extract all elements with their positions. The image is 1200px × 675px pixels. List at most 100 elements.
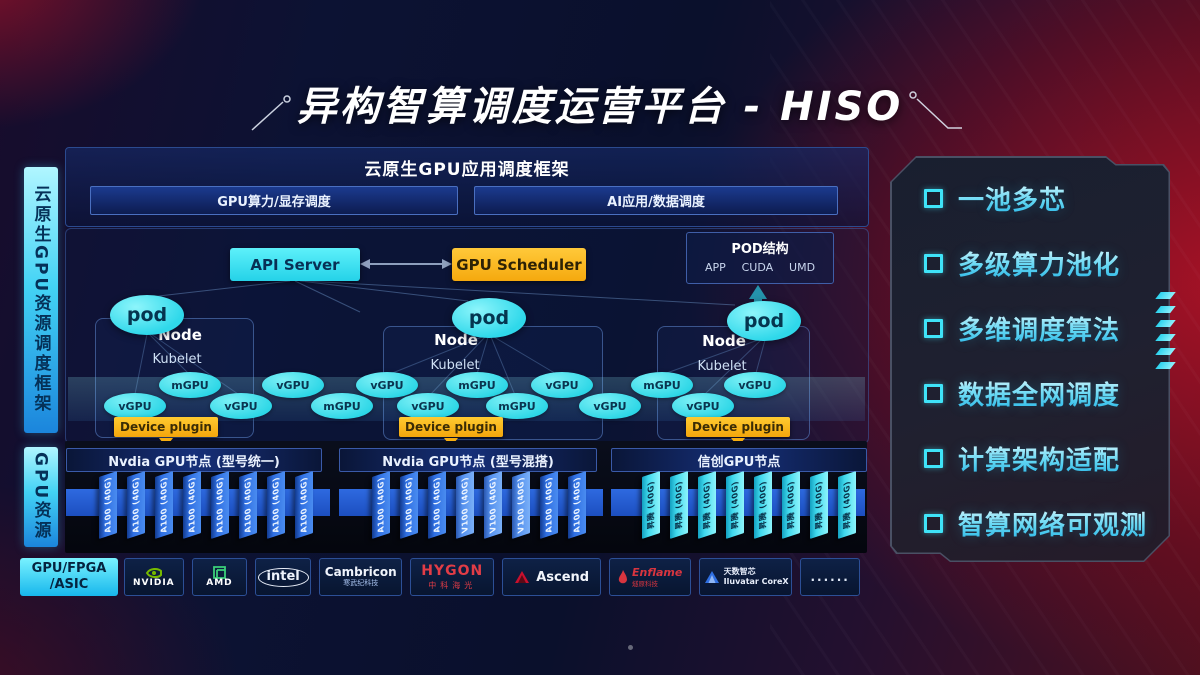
pod-ellipse: pod <box>110 295 184 335</box>
pod-ellipse: pod <box>727 301 801 341</box>
gpu-card: 昇腾 (40G) <box>754 471 772 539</box>
gpu-card: A100 (40G) <box>267 471 285 539</box>
gpu-node-label-xinchuang: 信创GPU节点 <box>611 448 867 472</box>
gpu-ellipse: vGPU <box>672 393 734 419</box>
ascend-triangle-icon <box>515 571 530 583</box>
gpu-ellipse: mGPU <box>446 372 508 398</box>
gpu-card: A100 (40G) <box>211 471 229 539</box>
gpu-card: 昇腾 (40G) <box>642 471 660 539</box>
device-plugin-box: Device plugin <box>114 417 218 437</box>
more-vendors-tile: ...... <box>800 558 860 596</box>
app-frame-title: 云原生GPU应用调度框架 <box>364 160 570 180</box>
enflame-flame-icon <box>618 569 627 583</box>
gpu-card: A100 (40G) <box>183 471 201 539</box>
gpu-card: A100 (40G) <box>428 471 446 539</box>
square-bullet-icon <box>924 383 943 403</box>
gpu-card-stack-3: 昇腾 (40G) 昇腾 (40G) 昇腾 (40G) 昇腾 (40G) 昇腾 (… <box>642 471 856 539</box>
gpu-node-label-mixed: Nvdia GPU节点 (型号混搭) <box>339 448 597 472</box>
gpu-card: 昇腾 (40G) <box>782 471 800 539</box>
gpu-ellipse: vGPU <box>210 393 272 419</box>
gpu-fpga-asic-label: GPU/FPGA /ASIC <box>20 558 118 596</box>
feature-item: 多级算力池化 <box>924 249 1156 281</box>
slash-decoration <box>1155 334 1176 341</box>
gpu-node-label-uniform: Nvdia GPU节点 (型号统一) <box>66 448 322 472</box>
gpu-card: A100 (40G) <box>540 471 558 539</box>
kubelet-label: Kubelet <box>697 359 747 374</box>
pod-structure-box: POD结构 APP CUDA UMD <box>686 232 834 284</box>
gpu-ellipse: vGPU <box>531 372 593 398</box>
pod-layer-cuda: CUDA <box>741 261 774 274</box>
enflame-logo: Enflame 燧原科技 <box>609 558 691 596</box>
gpu-scheduler-box: GPU Scheduler <box>452 248 586 281</box>
vendor-logo-row: NVIDIA AMD intel Cambricon 寒武纪科技 HYGON 中… <box>124 558 860 596</box>
gpu-card: 昇腾 (40G) <box>726 471 744 539</box>
page-title: 异构智算调度运营平台 - HISO <box>296 84 904 130</box>
gpu-card: A100 (40G) <box>99 471 117 539</box>
pod-layer-umd: UMD <box>789 261 816 274</box>
gpu-card: 昇腾 (40G) <box>698 471 716 539</box>
pod-structure-title: POD结构 <box>731 242 789 257</box>
gpu-ellipse: mGPU <box>486 393 548 419</box>
gpu-card: 昇腾 (40G) <box>810 471 828 539</box>
gpu-ellipse: vGPU <box>262 372 324 398</box>
gpu-card: A100 (40G) <box>568 471 586 539</box>
gpu-ellipse: vGPU <box>104 393 166 419</box>
square-bullet-icon <box>924 513 943 533</box>
feature-item: 多维调度算法 <box>924 314 1156 346</box>
gpu-ellipse: vGPU <box>579 393 641 419</box>
gpu-ellipse: mGPU <box>311 393 373 419</box>
gpu-card: V100 (40G) <box>484 471 502 539</box>
gpu-card: A100 (40G) <box>155 471 173 539</box>
gpu-card: A100 (40G) <box>239 471 257 539</box>
feature-item: 智算网络可观测 <box>924 509 1156 541</box>
amd-logo: AMD <box>191 558 248 596</box>
feature-item: 计算架构适配 <box>924 444 1156 476</box>
device-plugin-box: Device plugin <box>399 417 503 437</box>
gpu-card: A100 (40G) <box>295 471 313 539</box>
square-bullet-icon <box>924 448 943 468</box>
gpu-card: V100 (40G) <box>456 471 474 539</box>
amd-arrow-icon <box>213 566 226 579</box>
gpu-ellipse: vGPU <box>356 372 418 398</box>
gpu-card: A100 (40G) <box>372 471 390 539</box>
square-bullet-icon <box>924 318 943 338</box>
pod-ellipse: pod <box>452 298 526 338</box>
gpu-card: 昇腾 (40G) <box>838 471 856 539</box>
node-label: Node <box>434 331 478 349</box>
gpu-card: 昇腾 (40G) <box>670 471 688 539</box>
bottom-dot-decoration <box>628 645 633 650</box>
intel-logo: intel <box>255 558 311 596</box>
square-bullet-icon <box>924 188 943 208</box>
rail-gpu-resources: GPU资源 <box>24 447 58 547</box>
gpu-card-stack-2: A100 (40G) A100 (40G) A100 (40G) V100 (4… <box>372 471 586 539</box>
device-plugin-box: Device plugin <box>686 417 790 437</box>
kubelet-label: Kubelet <box>152 352 202 367</box>
ascend-logo: Ascend <box>501 558 602 596</box>
gpu-ellipse: vGPU <box>724 372 786 398</box>
iluvatar-triangle-icon <box>704 570 719 583</box>
pod-layer-app: APP <box>704 261 726 274</box>
gpu-ellipse: mGPU <box>631 372 693 398</box>
iluvatar-logo: 天数智芯 Iluvatar CoreX <box>698 558 793 596</box>
slash-decoration <box>1155 348 1176 355</box>
feature-panel <box>890 156 1170 562</box>
hygon-logo: HYGON 中科海光 <box>410 558 494 596</box>
ai-app-data-scheduling-bar: AI应用/数据调度 <box>474 186 838 215</box>
gpu-ellipse: vGPU <box>397 393 459 419</box>
slash-decoration <box>1155 292 1176 299</box>
slash-decoration <box>1155 306 1176 313</box>
gpu-card: V100 (40G) <box>512 471 530 539</box>
gpu-card: A100 (40G) <box>127 471 145 539</box>
kubelet-label: Kubelet <box>430 358 480 373</box>
rail-cloud-native-gpu-framework: 云原生GPU资源调度框架 <box>24 167 58 433</box>
feature-list: 一池多芯 多级算力池化 多维调度算法 数据全网调度 计算架构适配 智算网络可观测 <box>924 184 1156 541</box>
gpu-compute-memory-scheduling-bar: GPU算力/显存调度 <box>90 186 458 215</box>
nvidia-logo: NVIDIA <box>124 558 184 596</box>
cambricon-logo: Cambricon 寒武纪科技 <box>318 558 403 596</box>
nvidia-eye-icon <box>145 567 162 578</box>
gpu-ellipse: mGPU <box>159 372 221 398</box>
gpu-card-stack-1: A100 (40G) A100 (40G) A100 (40G) A100 (4… <box>99 471 313 539</box>
square-bullet-icon <box>924 253 943 273</box>
slash-decoration <box>1155 362 1176 369</box>
